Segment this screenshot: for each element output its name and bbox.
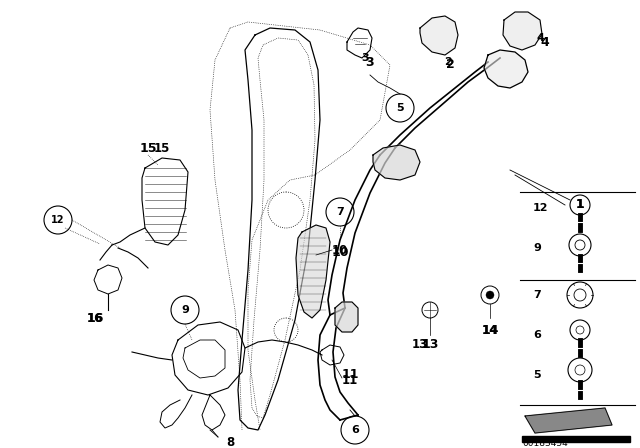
Text: 5: 5 <box>396 103 404 113</box>
Text: 3: 3 <box>365 56 374 69</box>
Polygon shape <box>335 302 358 332</box>
Text: 12: 12 <box>533 203 548 213</box>
Text: 15: 15 <box>154 142 170 155</box>
Text: 6: 6 <box>533 330 541 340</box>
Text: 14: 14 <box>482 323 498 336</box>
Text: 13: 13 <box>421 339 438 352</box>
Text: 2: 2 <box>444 57 452 67</box>
Polygon shape <box>503 12 542 50</box>
Text: 11: 11 <box>342 374 358 387</box>
Text: 10: 10 <box>332 246 349 258</box>
Text: 10: 10 <box>332 244 348 257</box>
Text: 9: 9 <box>181 305 189 315</box>
Text: 5: 5 <box>533 370 541 380</box>
Text: 1: 1 <box>576 198 584 211</box>
Text: 00183454: 00183454 <box>522 439 568 448</box>
Text: 14: 14 <box>481 323 499 336</box>
Text: 16: 16 <box>86 311 104 324</box>
Text: 4: 4 <box>536 33 544 43</box>
Text: 16: 16 <box>87 311 103 324</box>
Text: 1: 1 <box>575 198 584 211</box>
Text: 2: 2 <box>445 59 454 72</box>
Text: 9: 9 <box>533 243 541 253</box>
Polygon shape <box>296 225 330 318</box>
Text: 6: 6 <box>351 425 359 435</box>
Polygon shape <box>420 16 458 55</box>
Text: 11: 11 <box>341 369 359 382</box>
Text: 3: 3 <box>361 53 369 63</box>
Polygon shape <box>525 408 612 433</box>
Circle shape <box>486 291 494 299</box>
Text: 13: 13 <box>412 339 428 352</box>
Text: 8: 8 <box>226 435 234 448</box>
Text: 4: 4 <box>541 35 549 48</box>
Polygon shape <box>522 436 630 442</box>
Polygon shape <box>484 50 528 88</box>
Text: 7: 7 <box>336 207 344 217</box>
Polygon shape <box>373 145 420 180</box>
Text: 12: 12 <box>51 215 65 225</box>
Text: 7: 7 <box>533 290 541 300</box>
Text: 15: 15 <box>140 142 157 155</box>
